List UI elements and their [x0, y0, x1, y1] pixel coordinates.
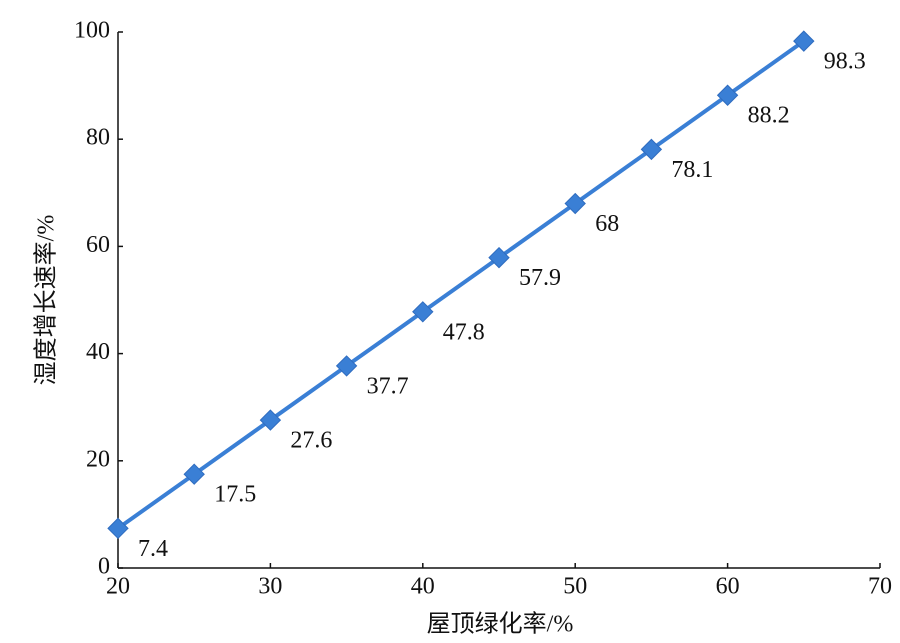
marker — [183, 463, 205, 485]
marker — [412, 301, 434, 323]
marker — [488, 246, 510, 269]
y-tick-label: 60 — [86, 232, 110, 258]
y-tick-label: 20 — [86, 446, 110, 472]
data-label: 7.4 — [138, 536, 168, 562]
x-tick-label: 40 — [411, 574, 435, 600]
x-axis-label: 屋顶绿化率/% — [427, 611, 574, 638]
y-tick-label: 0 — [98, 554, 110, 580]
x-tick-label: 20 — [106, 574, 130, 600]
data-label: 17.5 — [214, 482, 256, 508]
y-tick-label: 40 — [86, 339, 110, 365]
marker — [793, 30, 815, 52]
marker — [640, 138, 663, 161]
marker — [107, 517, 129, 540]
data-label: 98.3 — [824, 49, 866, 75]
data-label: 37.7 — [367, 373, 409, 399]
y-axis-label: 湿度增长速率/% — [33, 215, 60, 386]
series-line — [116, 39, 805, 530]
marker — [259, 409, 282, 431]
data-label: 47.8 — [443, 319, 485, 345]
data-label: 68 — [595, 211, 619, 237]
x-tick-label: 50 — [563, 574, 587, 600]
marker — [564, 192, 586, 215]
x-tick-label: 60 — [716, 574, 740, 600]
marker — [716, 84, 739, 106]
y-tick-label: 80 — [86, 125, 110, 151]
x-tick-label: 30 — [258, 574, 282, 600]
data-label: 88.2 — [748, 103, 790, 129]
x-tick-label: 70 — [868, 574, 892, 600]
data-label: 78.1 — [671, 157, 713, 183]
y-tick-label: 100 — [74, 18, 110, 44]
marker — [335, 355, 358, 377]
data-label: 57.9 — [519, 265, 561, 291]
data-label: 27.6 — [290, 428, 332, 454]
